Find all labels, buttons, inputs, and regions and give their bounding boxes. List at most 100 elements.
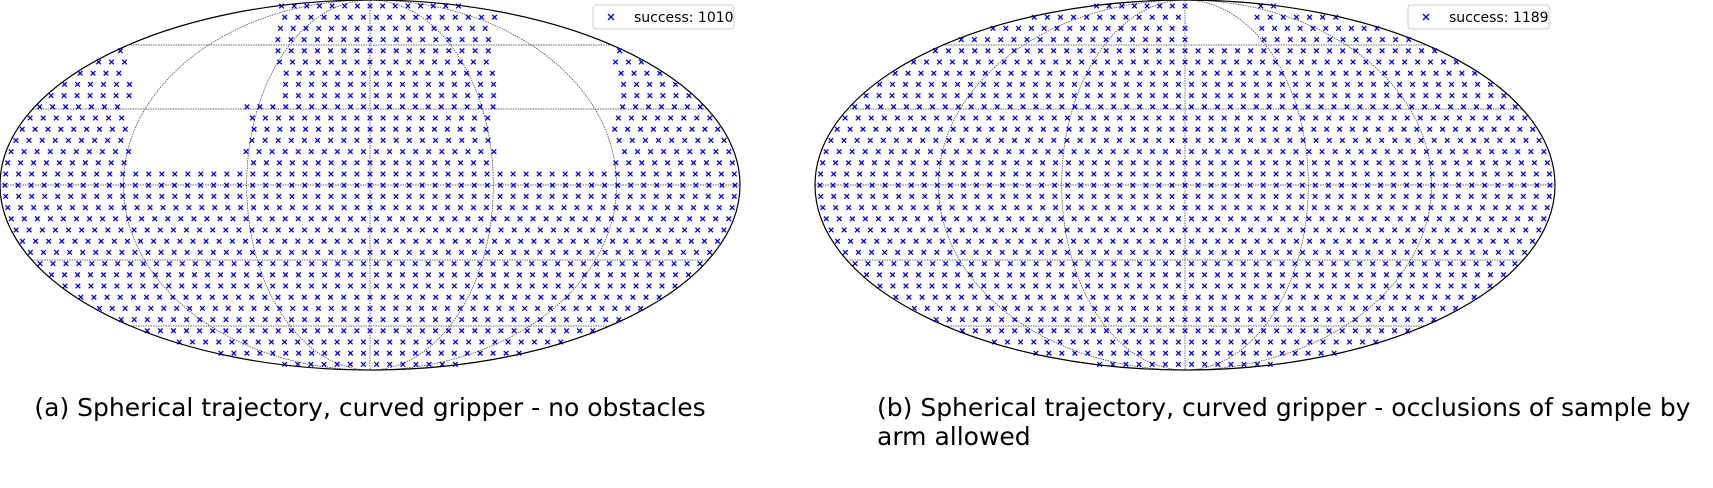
point — [1285, 126, 1291, 132]
point — [1103, 328, 1110, 334]
point — [1175, 283, 1182, 289]
point — [1392, 36, 1399, 43]
point — [1273, 328, 1280, 334]
point — [1090, 227, 1097, 233]
point — [223, 249, 230, 256]
point — [413, 339, 419, 345]
point — [1410, 92, 1416, 99]
point — [354, 193, 360, 200]
point — [484, 193, 490, 200]
point — [537, 249, 543, 256]
point — [1305, 283, 1312, 289]
point — [95, 160, 102, 166]
point — [530, 216, 536, 222]
point — [726, 148, 732, 155]
point — [1461, 81, 1468, 88]
point — [1131, 25, 1137, 32]
point — [573, 305, 579, 312]
point — [327, 137, 334, 144]
point — [419, 193, 425, 200]
point — [588, 182, 595, 188]
point — [966, 148, 973, 155]
point — [1215, 361, 1221, 368]
point — [680, 182, 686, 188]
point — [327, 48, 334, 54]
point — [986, 182, 993, 188]
point — [1443, 249, 1449, 256]
point — [1364, 193, 1370, 200]
point — [89, 260, 95, 267]
point — [1034, 70, 1040, 76]
point — [192, 283, 198, 289]
point — [511, 294, 518, 300]
point — [1369, 260, 1376, 267]
point — [875, 148, 882, 155]
point — [820, 204, 826, 211]
point — [1182, 204, 1188, 211]
point — [960, 249, 966, 256]
point — [67, 171, 74, 177]
point — [959, 316, 966, 323]
point — [1344, 104, 1350, 110]
point — [5, 204, 11, 211]
point — [82, 160, 89, 166]
point — [882, 193, 889, 200]
point — [504, 238, 511, 244]
point — [1457, 227, 1464, 233]
point — [1046, 260, 1052, 267]
point — [464, 104, 470, 110]
point — [1233, 59, 1240, 65]
point — [1522, 115, 1528, 121]
point — [249, 227, 255, 233]
point — [393, 115, 399, 121]
point — [517, 216, 523, 222]
point — [948, 171, 954, 177]
point — [1058, 81, 1065, 88]
point — [288, 227, 295, 233]
point — [1401, 126, 1407, 132]
point — [973, 115, 979, 121]
point — [459, 36, 465, 43]
point — [980, 92, 986, 99]
point — [425, 104, 432, 110]
point — [975, 59, 981, 65]
point — [157, 328, 164, 334]
point — [1455, 182, 1462, 188]
point — [1442, 182, 1449, 188]
point — [13, 137, 19, 144]
point — [1182, 316, 1188, 323]
point — [340, 48, 347, 54]
point — [82, 204, 89, 211]
point — [1260, 316, 1267, 323]
point — [1292, 260, 1298, 267]
point — [1469, 249, 1476, 256]
point — [1473, 260, 1479, 267]
point — [1520, 171, 1527, 177]
point — [1215, 339, 1221, 345]
point — [1040, 305, 1046, 312]
point — [1253, 104, 1260, 110]
point — [236, 328, 242, 334]
point — [276, 160, 283, 166]
point — [510, 249, 517, 256]
point — [484, 115, 491, 121]
meridian — [246, 0, 494, 371]
point — [1136, 283, 1143, 289]
point — [898, 126, 905, 132]
point — [316, 25, 322, 32]
point — [96, 126, 103, 132]
point — [1267, 361, 1274, 368]
point — [1175, 361, 1182, 368]
point — [1175, 148, 1182, 155]
point — [1104, 126, 1111, 132]
point — [288, 249, 295, 256]
point — [1227, 148, 1234, 155]
point — [489, 70, 496, 76]
point — [1521, 182, 1527, 188]
point — [1333, 339, 1340, 345]
point — [1405, 227, 1411, 233]
point — [1162, 81, 1169, 88]
point — [1130, 305, 1137, 312]
point — [1390, 193, 1396, 200]
point — [1078, 171, 1084, 177]
